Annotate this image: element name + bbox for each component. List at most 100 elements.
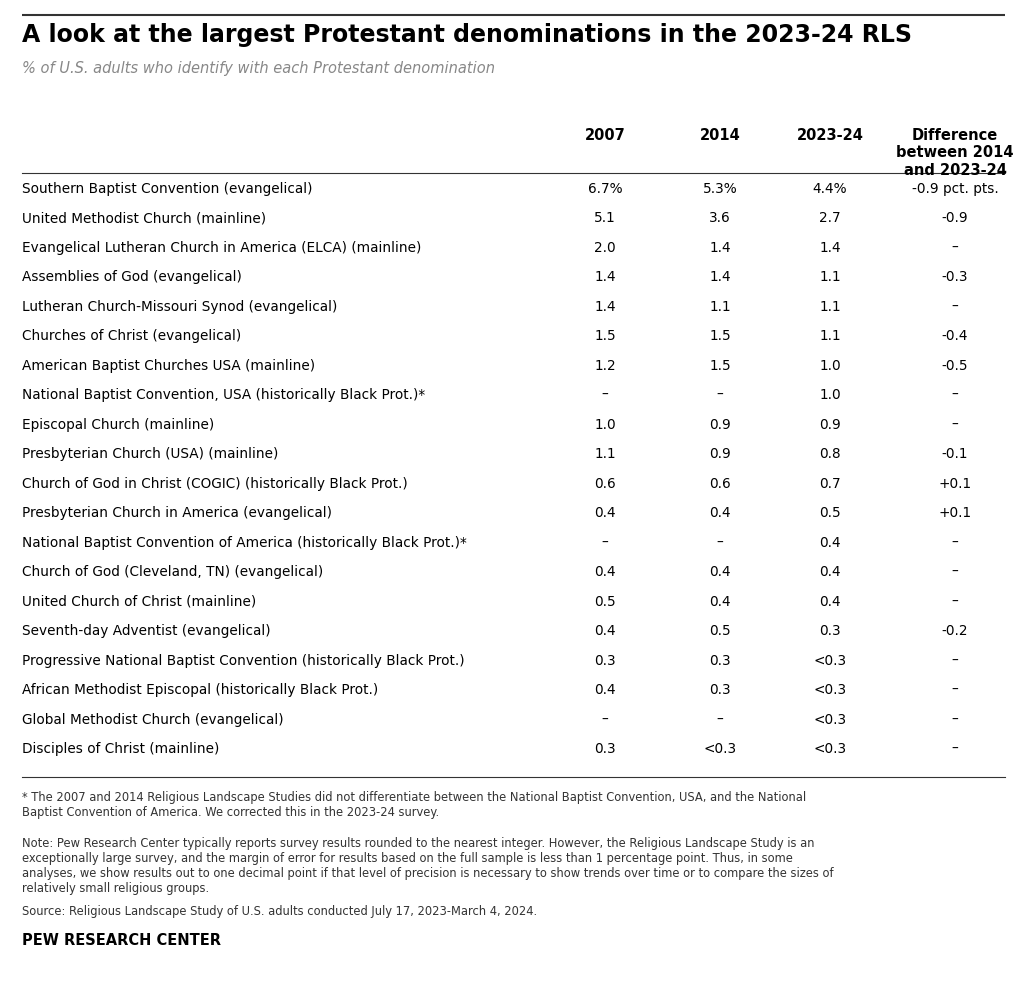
Text: Lutheran Church-Missouri Synod (evangelical): Lutheran Church-Missouri Synod (evangeli… [22,299,337,313]
Text: Progressive National Baptist Convention (historically Black Prot.): Progressive National Baptist Convention … [22,654,465,668]
Text: -0.1: -0.1 [942,447,969,461]
Text: <0.3: <0.3 [703,743,736,756]
Text: 0.4: 0.4 [710,565,731,579]
Text: * The 2007 and 2014 Religious Landscape Studies did not differentiate between th: * The 2007 and 2014 Religious Landscape … [22,790,806,818]
Text: Presbyterian Church (USA) (mainline): Presbyterian Church (USA) (mainline) [22,447,279,461]
Text: 2.0: 2.0 [594,241,615,254]
Text: –: – [951,299,958,313]
Text: 1.1: 1.1 [710,299,731,313]
Text: 1.4: 1.4 [819,241,841,254]
Text: 0.3: 0.3 [819,625,841,639]
Text: 1.1: 1.1 [819,270,841,284]
Text: Church of God in Christ (COGIC) (historically Black Prot.): Church of God in Christ (COGIC) (histori… [22,477,408,491]
Text: 0.9: 0.9 [710,418,731,432]
Text: 1.1: 1.1 [594,447,615,461]
Text: –: – [717,713,723,727]
Text: –: – [951,743,958,756]
Text: National Baptist Convention, USA (historically Black Prot.)*: National Baptist Convention, USA (histor… [22,388,425,402]
Text: <0.3: <0.3 [813,713,847,727]
Text: Evangelical Lutheran Church in America (ELCA) (mainline): Evangelical Lutheran Church in America (… [22,241,421,254]
Text: Global Methodist Church (evangelical): Global Methodist Church (evangelical) [22,713,284,727]
Text: 0.4: 0.4 [819,595,841,609]
Text: 0.9: 0.9 [710,447,731,461]
Text: 0.4: 0.4 [594,506,615,520]
Text: –: – [602,713,608,727]
Text: <0.3: <0.3 [813,684,847,698]
Text: Southern Baptist Convention (evangelical): Southern Baptist Convention (evangelical… [22,182,312,196]
Text: 2007: 2007 [585,128,626,143]
Text: –: – [951,684,958,698]
Text: 1.4: 1.4 [710,241,731,254]
Text: Disciples of Christ (mainline): Disciples of Christ (mainline) [22,743,219,756]
Text: 0.5: 0.5 [594,595,615,609]
Text: –: – [951,418,958,432]
Text: +0.1: +0.1 [938,506,972,520]
Text: 2023-24: 2023-24 [797,128,863,143]
Text: –: – [951,713,958,727]
Text: –: – [717,388,723,402]
Text: 1.4: 1.4 [710,270,731,284]
Text: 0.6: 0.6 [710,477,731,491]
Text: 0.9: 0.9 [819,418,841,432]
Text: 1.5: 1.5 [710,329,731,343]
Text: 2014: 2014 [699,128,740,143]
Text: 1.1: 1.1 [819,299,841,313]
Text: 0.4: 0.4 [710,595,731,609]
Text: +0.1: +0.1 [938,477,972,491]
Text: –: – [951,241,958,254]
Text: 1.5: 1.5 [710,358,731,372]
Text: United Church of Christ (mainline): United Church of Christ (mainline) [22,595,256,609]
Text: Source: Religious Landscape Study of U.S. adults conducted July 17, 2023-March 4: Source: Religious Landscape Study of U.S… [22,905,538,918]
Text: 0.3: 0.3 [710,654,731,668]
Text: –: – [951,654,958,668]
Text: Seventh-day Adventist (evangelical): Seventh-day Adventist (evangelical) [22,625,270,639]
Text: 1.4: 1.4 [594,299,615,313]
Text: –: – [951,388,958,402]
Text: 1.0: 1.0 [819,358,841,372]
Text: Church of God (Cleveland, TN) (evangelical): Church of God (Cleveland, TN) (evangelic… [22,565,324,579]
Text: 1.5: 1.5 [594,329,615,343]
Text: <0.3: <0.3 [813,654,847,668]
Text: Assemblies of God (evangelical): Assemblies of God (evangelical) [22,270,242,284]
Text: 0.4: 0.4 [594,565,615,579]
Text: 1.4: 1.4 [594,270,615,284]
Text: 0.8: 0.8 [819,447,841,461]
Text: Difference
between 2014
and 2023-24: Difference between 2014 and 2023-24 [896,128,1014,178]
Text: 0.4: 0.4 [819,536,841,550]
Text: 0.4: 0.4 [710,506,731,520]
Text: -0.2: -0.2 [942,625,969,639]
Text: –: – [717,536,723,550]
Text: -0.4: -0.4 [942,329,969,343]
Text: % of U.S. adults who identify with each Protestant denomination: % of U.S. adults who identify with each … [22,61,495,76]
Text: 1.2: 1.2 [594,358,615,372]
Text: 0.3: 0.3 [710,684,731,698]
Text: Note: Pew Research Center typically reports survey results rounded to the neares: Note: Pew Research Center typically repo… [22,836,834,895]
Text: Presbyterian Church in America (evangelical): Presbyterian Church in America (evangeli… [22,506,332,520]
Text: –: – [951,595,958,609]
Text: 1.1: 1.1 [819,329,841,343]
Text: 5.3%: 5.3% [702,182,737,196]
Text: 3.6: 3.6 [710,212,731,226]
Text: African Methodist Episcopal (historically Black Prot.): African Methodist Episcopal (historicall… [22,684,378,698]
Text: 5.1: 5.1 [594,212,615,226]
Text: 0.3: 0.3 [594,654,615,668]
Text: PEW RESEARCH CENTER: PEW RESEARCH CENTER [22,933,221,948]
Text: 6.7%: 6.7% [588,182,623,196]
Text: Episcopal Church (mainline): Episcopal Church (mainline) [22,418,214,432]
Text: United Methodist Church (mainline): United Methodist Church (mainline) [22,212,266,226]
Text: American Baptist Churches USA (mainline): American Baptist Churches USA (mainline) [22,358,315,372]
Text: A look at the largest Protestant denominations in the 2023-24 RLS: A look at the largest Protestant denomin… [22,23,912,47]
Text: -0.3: -0.3 [942,270,969,284]
Text: <0.3: <0.3 [813,743,847,756]
Text: -0.9: -0.9 [942,212,969,226]
Text: -0.9 pct. pts.: -0.9 pct. pts. [911,182,998,196]
Text: 0.5: 0.5 [710,625,731,639]
Text: 0.4: 0.4 [594,625,615,639]
Text: –: – [602,536,608,550]
Text: 2.7: 2.7 [819,212,841,226]
Text: 0.4: 0.4 [594,684,615,698]
Text: 0.3: 0.3 [594,743,615,756]
Text: 0.6: 0.6 [594,477,615,491]
Text: Churches of Christ (evangelical): Churches of Christ (evangelical) [22,329,242,343]
Text: 1.0: 1.0 [594,418,615,432]
